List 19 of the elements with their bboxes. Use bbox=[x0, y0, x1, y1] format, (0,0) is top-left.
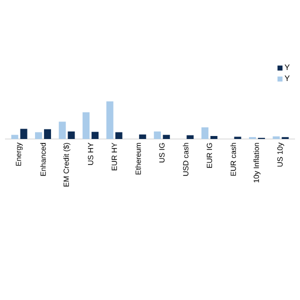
bar bbox=[44, 129, 52, 139]
bar bbox=[115, 132, 122, 139]
bar bbox=[139, 134, 146, 139]
legend-label: Y bbox=[284, 64, 290, 70]
bar bbox=[162, 134, 170, 139]
bar bbox=[11, 134, 18, 139]
bar bbox=[92, 132, 99, 139]
bar bbox=[20, 128, 28, 139]
bar bbox=[82, 112, 90, 139]
bar bbox=[35, 132, 42, 139]
legend-label: Y bbox=[284, 76, 290, 82]
bar bbox=[210, 136, 218, 139]
bar bbox=[186, 135, 194, 139]
bar bbox=[154, 131, 161, 139]
bar bbox=[201, 127, 208, 139]
bar bbox=[58, 122, 66, 139]
bar bbox=[68, 131, 75, 139]
bar bbox=[272, 136, 280, 139]
bar bbox=[106, 101, 114, 139]
